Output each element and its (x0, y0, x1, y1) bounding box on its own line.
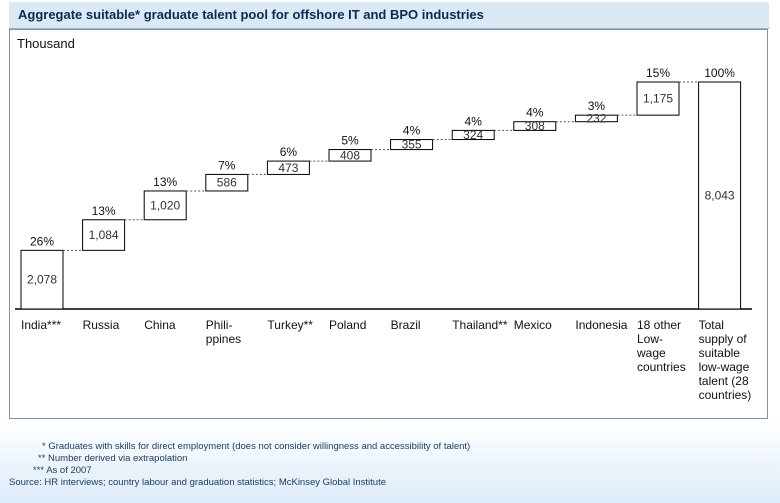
footnote-2: ** Number derived via extrapolation (38, 453, 188, 464)
category-label: Mexico (514, 318, 552, 332)
source-note: Source: HR interviews; country labour an… (9, 477, 387, 488)
value-label: 324 (463, 128, 483, 142)
share-label: 26% (30, 234, 54, 248)
waterfall-bar (513, 121, 557, 131)
share-label: 3% (588, 99, 606, 113)
waterfall-bar (390, 139, 434, 151)
footnotes: * Graduates with skills for direct emplo… (9, 441, 769, 489)
share-label: 100% (704, 66, 735, 80)
value-label: 308 (525, 119, 545, 133)
category-label: Phili-ppines (206, 318, 241, 346)
value-label: 1,175 (643, 92, 673, 106)
share-label: 4% (403, 124, 421, 138)
chart-frame: Thousand 2,078 26% 1,084 13% 1,020 13% 586 7% 47… (9, 29, 768, 419)
category-label: Brazil (391, 318, 421, 332)
share-label: 5% (341, 134, 359, 148)
share-label: 4% (465, 114, 483, 128)
category-label: Russia (83, 318, 120, 332)
waterfall-bar (574, 114, 618, 123)
share-label: 4% (526, 106, 544, 120)
waterfall-bar (205, 173, 249, 192)
share-label: 6% (280, 145, 298, 159)
chart-title: Aggregate suitable* graduate talent pool… (18, 7, 484, 22)
waterfall-bar (266, 160, 310, 175)
share-label: 13% (153, 175, 177, 189)
value-label: 408 (340, 148, 360, 162)
waterfall-bar (451, 129, 495, 141)
category-label: Poland (329, 318, 366, 332)
unit-label: Thousand (17, 36, 75, 51)
share-label: 7% (218, 158, 236, 172)
value-label: 1,084 (89, 228, 119, 242)
category-label: Total supply of suitable low-wage talent (28… (699, 318, 752, 402)
value-label: 1,020 (150, 198, 180, 212)
value-label: 355 (402, 138, 422, 152)
category-label: Turkey** (267, 318, 313, 332)
value-label: 8,043 (705, 189, 735, 203)
footnote-1: * Graduates with skills for direct emplo… (42, 441, 471, 452)
value-label: 473 (278, 161, 298, 175)
category-label: Indonesia (575, 318, 627, 332)
category-label: India*** (21, 318, 61, 332)
value-label: 586 (217, 176, 237, 190)
waterfall-bar (328, 149, 372, 162)
footnote-3: *** As of 2007 (33, 465, 92, 476)
value-label: 2,078 (27, 273, 57, 287)
waterfall-bar (698, 81, 742, 310)
waterfall-bar (82, 219, 126, 251)
waterfall-bar (143, 190, 187, 221)
category-label: 18 other Low-wage countries (636, 318, 686, 374)
category-label: Thailand** (452, 318, 508, 332)
share-label: 13% (92, 204, 116, 218)
value-label: 232 (586, 111, 606, 125)
waterfall-bar (636, 81, 680, 116)
title-bar: Aggregate suitable* graduate talent pool… (9, 2, 769, 29)
category-label: China (144, 318, 176, 332)
share-label: 15% (646, 66, 670, 80)
waterfall-bar (20, 249, 64, 310)
